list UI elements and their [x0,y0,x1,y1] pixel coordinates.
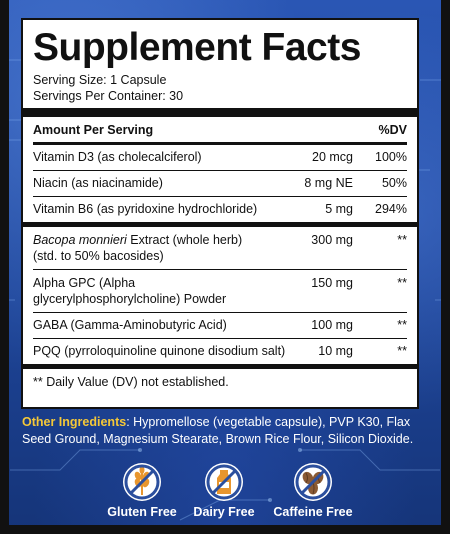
badge-label: Dairy Free [193,505,255,519]
nutrient-name: GABA (Gamma-Aminobutyric Acid) [33,318,227,332]
divider-thick [23,108,417,117]
nutrient-amount: 5 mg [325,202,353,216]
nutrient-name: Alpha GPC (Alpha glycerylphosphorylcholin… [33,275,277,307]
right-edge [441,0,450,534]
badges-row: Gluten Free Dairy Free [0,463,450,525]
badge-label: Gluten Free [107,505,177,519]
left-edge [0,0,9,534]
panel-title: Supplement Facts [33,26,361,69]
milk-bottle-icon [205,463,243,501]
nutrient-name-line1: Alpha GPC (Alpha [33,276,136,290]
nutrient-dv: ** [397,233,407,247]
wheat-icon [123,463,161,501]
table-header: Amount Per Serving %DV [33,117,407,145]
nutrient-name: Vitamin D3 (as cholecalciferol) [33,150,202,164]
nutrient-name-line2: (std. to 50% bacosides) [33,249,164,263]
badge-caffeine-free: Caffeine Free [268,463,358,519]
nutrient-amount: 8 mg NE [304,176,353,190]
table-row: Vitamin D3 (as cholecalciferol) 20 mcg 1… [33,145,407,171]
footnote: ** Daily Value (DV) not established. [23,364,417,395]
other-ingredients-label: Other Ingredients [22,415,127,429]
nutrient-dv: 100% [375,150,407,164]
servings-per-container: Servings Per Container: 30 [33,89,184,103]
nutrient-amount: 20 mcg [312,150,353,164]
table-row: GABA (Gamma-Aminobutyric Acid) 100 mg ** [33,313,407,339]
nutrient-name: Niacin (as niacinamide) [33,176,163,190]
nutrient-amount: 100 mg [311,318,353,332]
bottom-edge [0,525,450,534]
nutrient-name: PQQ (pyrroloquinoline quinone disodium s… [33,344,286,358]
nutrient-name-rest: Extract (whole herb) [126,233,243,247]
nutrient-amount: 300 mg [311,233,353,247]
dv-header: %DV [378,123,407,137]
table-row: Alpha GPC (Alpha glycerylphosphorylcholin… [33,270,407,313]
nutrient-dv: 294% [375,202,407,216]
badge-dairy-free: Dairy Free [184,463,264,519]
badge-gluten-free: Gluten Free [102,463,182,519]
badge-label: Caffeine Free [273,505,353,519]
nutrient-amount: 150 mg [311,276,353,290]
table-row: Vitamin B6 (as pyridoxine hydrochloride)… [33,197,407,222]
other-ingredients: Other Ingredients: Hypromellose (vegetab… [22,414,422,447]
nutrient-amount: 10 mg [318,344,353,358]
nutrient-name-line2: glycerylphosphorylcholine) Powder [33,292,227,306]
nutrient-name: Vitamin B6 (as pyridoxine hydrochloride) [33,202,258,216]
table-row: PQQ (pyrroloquinoline quinone disodium s… [33,339,407,364]
supplement-facts-panel: Supplement Facts Serving Size: 1 Capsule… [21,18,419,409]
table-row: Bacopa monnieri Extract (whole herb) (std… [33,227,407,270]
nutrient-dv: ** [397,276,407,290]
table-row: Niacin (as niacinamide) 8 mg NE 50% [33,171,407,197]
nutrient-name-italic: Bacopa monnieri [33,233,127,247]
nutrient-dv: ** [397,344,407,358]
nutrient-dv: ** [397,318,407,332]
divider-medium [23,222,417,227]
amount-header: Amount Per Serving [33,123,154,137]
nutrient-dv: 50% [381,176,407,190]
nutrient-name: Bacopa monnieri Extract (whole herb) (std… [33,232,277,264]
serving-size: Serving Size: 1 Capsule [33,73,167,87]
other-ingredients-text: : Hypromellose (vegetable capsule), PVP … [22,415,414,446]
coffee-beans-icon [294,463,332,501]
